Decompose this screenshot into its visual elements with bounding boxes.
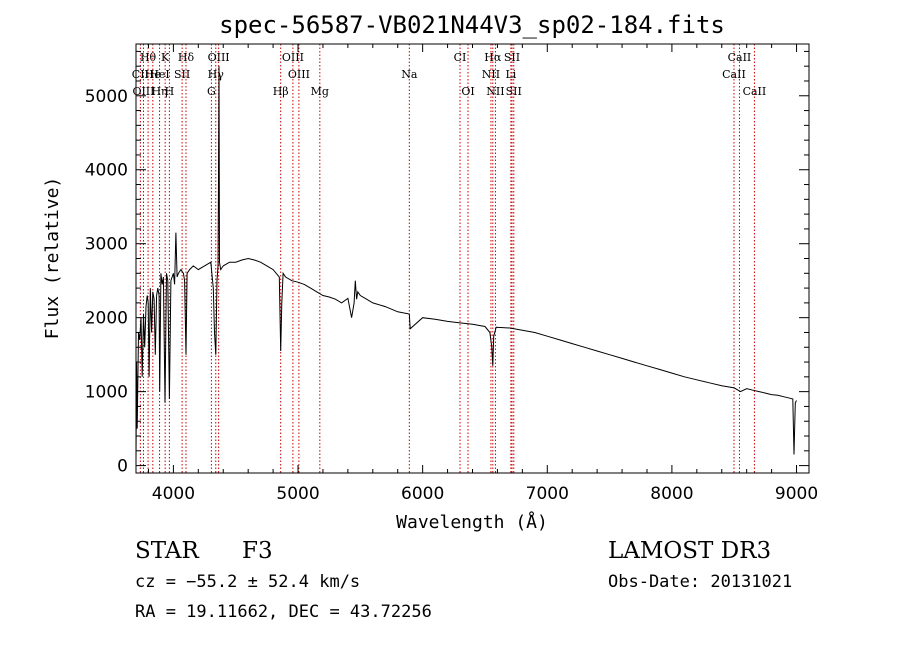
spectral-line-labels: HθCIIOIIIHeHηKHeIHSIIHδGOIIIHγOIIIOIIIHβ… (132, 51, 766, 98)
y-tick-label-4000: 4000 (85, 161, 128, 181)
x-tick-label-4000: 4000 (152, 484, 195, 504)
line-label-8: SII (174, 68, 190, 81)
y-tick-label-5000: 5000 (85, 87, 128, 107)
observation-date: Obs-Date: 20131021 (608, 572, 793, 592)
chart-title: spec-56587-VB021N44V3_sp02-184.fits (219, 11, 725, 39)
line-label-10: G (207, 85, 216, 98)
survey-name: LAMOST DR3 (608, 538, 772, 564)
spectral-line-markers (139, 44, 755, 473)
y-tick-label-2000: 2000 (85, 309, 128, 329)
line-label-5: K (161, 51, 170, 64)
x-tick-label-8000: 8000 (650, 484, 693, 504)
line-label-24: NII (486, 85, 504, 98)
line-label-27: CaII (728, 51, 752, 64)
x-tick-label-5000: 5000 (276, 484, 319, 504)
line-label-13: OIII (282, 51, 304, 64)
line-label-4: Hη (151, 85, 167, 98)
line-label-19: OI (461, 85, 474, 98)
line-label-14: OIII (288, 68, 310, 81)
object-class: STAR (135, 538, 199, 564)
line-label-15: Hβ (273, 85, 289, 98)
redshift-velocity: cz = −55.2 ± 52.4 km/s (135, 572, 361, 592)
x-tick-label-9000: 9000 (775, 484, 818, 504)
x-tick-label-7000: 7000 (526, 484, 569, 504)
line-label-3: He (145, 68, 161, 81)
object-subclass: F3 (242, 538, 273, 564)
line-label-25: SII (506, 85, 522, 98)
line-label-12: Hγ (208, 68, 225, 81)
y-tick-label-0: 0 (117, 457, 128, 477)
line-label-20: Hα (484, 51, 502, 64)
line-label-21: SII (504, 51, 520, 64)
x-axis-ticks: 4000 5000 6000 7000 8000 9000 (147, 44, 818, 504)
spectrum-line (135, 66, 797, 460)
y-axis-ticks: 0 1000 2000 3000 4000 5000 (85, 50, 809, 477)
line-label-2: OIII (132, 85, 154, 98)
line-label-26: CaII (722, 68, 746, 81)
line-label-22: NII (482, 68, 500, 81)
line-label-7: H (165, 85, 175, 98)
x-tick-label-6000: 6000 (401, 484, 444, 504)
line-label-18: CI (454, 51, 467, 64)
line-label-0: Hθ (140, 51, 157, 64)
y-axis-label: Flux (relative) (42, 177, 63, 340)
line-label-28: CaII (743, 85, 767, 98)
line-label-9: Hδ (178, 51, 195, 64)
plot-frame (135, 43, 810, 474)
line-label-6: HeI (149, 68, 169, 81)
y-tick-label-3000: 3000 (85, 235, 128, 255)
line-label-16: Mg (311, 85, 329, 98)
line-label-23: Li (505, 68, 516, 81)
x-axis-label: Wavelength (Å) (396, 511, 548, 533)
line-label-11: OIII (208, 51, 230, 64)
coordinates: RA = 19.11662, DEC = 43.72256 (135, 602, 432, 622)
line-label-17: Na (401, 68, 418, 81)
y-tick-label-1000: 1000 (85, 383, 128, 403)
